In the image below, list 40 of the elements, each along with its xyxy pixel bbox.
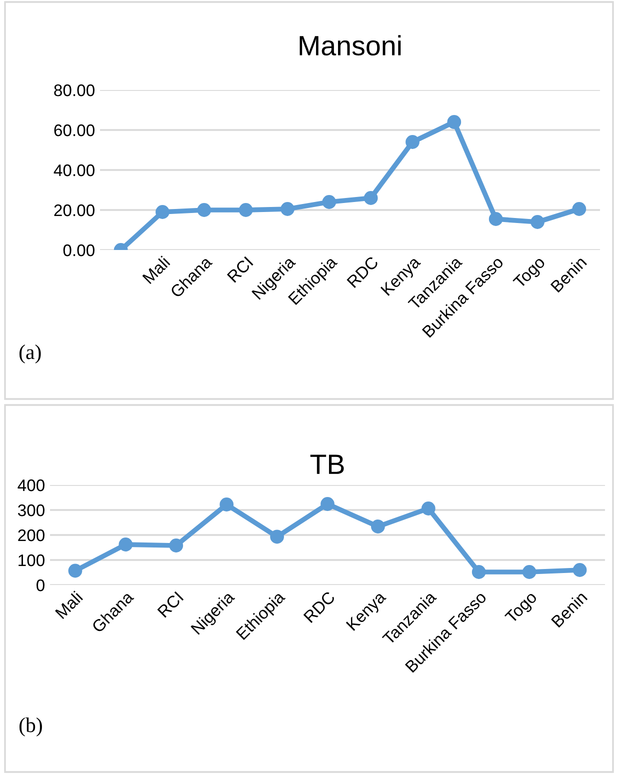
x-tick-label: Togo [512,256,548,292]
point [220,498,234,512]
point [197,203,212,217]
y-tick-label: 200 [18,529,44,542]
point [447,115,462,129]
point [169,538,184,552]
x-tick-label: RCI [226,256,254,283]
y-tick-label: 400 [18,479,44,492]
y-tick-label: 0 [36,579,44,592]
point [472,565,486,579]
y-tick-label: 60.00 [54,124,94,136]
point [522,565,536,579]
y-tick-label: 300 [18,504,44,516]
y-tick-label: 100 [18,554,44,566]
y-tick-label: 80.00 [54,84,94,96]
y-tick-label: 0.00 [63,244,94,256]
point [406,135,420,149]
point [156,205,170,219]
point [320,497,334,511]
x-tick-label: RCI [157,591,184,618]
point [322,195,336,209]
text: (b) [19,718,42,736]
point [118,538,133,552]
point [68,564,82,578]
point [270,530,284,544]
point [280,202,294,216]
point [238,203,253,217]
point [371,520,385,534]
y-tick-label: 20.00 [54,204,94,216]
chart-title: TB [310,454,344,474]
point [530,215,544,229]
point [364,191,378,205]
chart-title: Mansoni [300,35,401,56]
point [572,202,586,216]
point [572,563,587,577]
x-tick-label: Togo [504,590,540,626]
text: (a) [19,344,41,364]
y-tick-label: 40.00 [54,164,94,176]
point [421,502,436,516]
point [488,212,503,226]
